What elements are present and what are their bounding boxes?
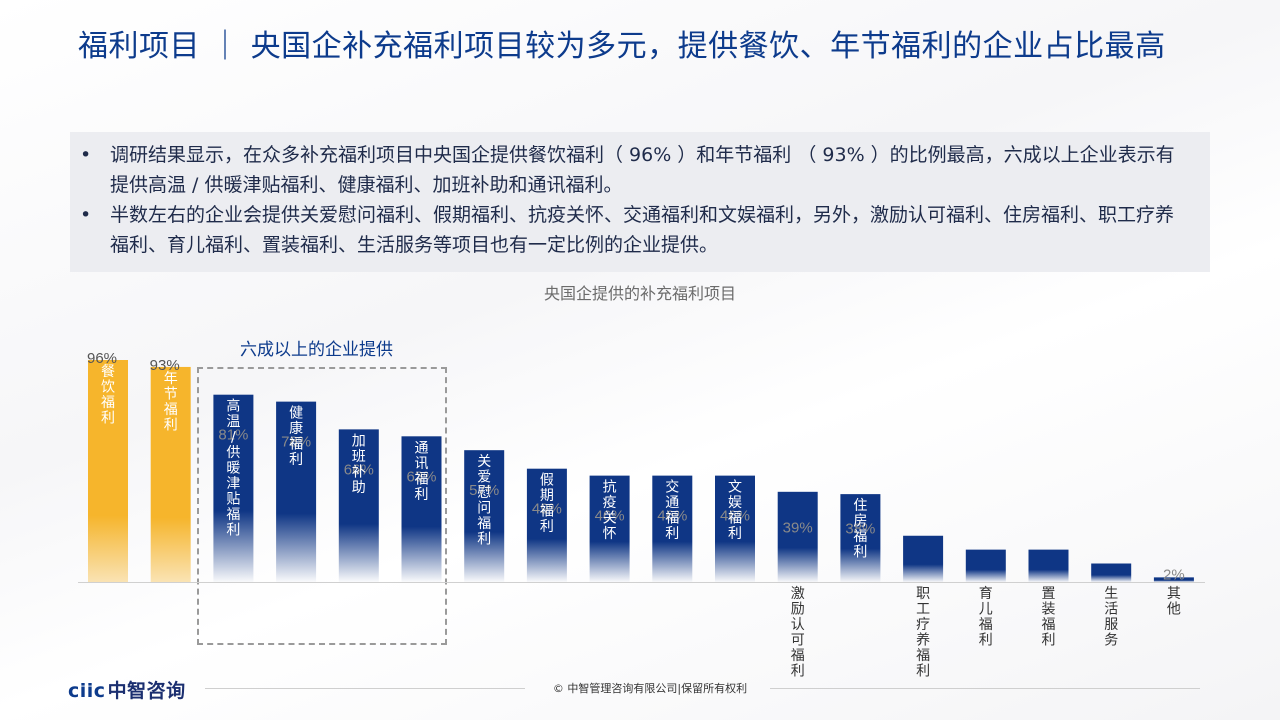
bar-11 — [715, 475, 755, 582]
value-label: 96% — [87, 350, 117, 367]
value-label: 2% — [1163, 566, 1185, 583]
category-label: 抗疫关怀 — [603, 480, 617, 543]
value-label: 39% — [783, 519, 813, 536]
category-label: 关爱慰问福利 — [477, 454, 491, 548]
group-highlight-box — [197, 367, 447, 645]
footer-divider-left — [205, 688, 525, 689]
category-label: 其他 — [1167, 586, 1181, 618]
group-label: 六成以上的企业提供 — [240, 340, 393, 360]
bar-4 — [276, 401, 317, 582]
bar-14 — [903, 535, 944, 582]
value-label: 63% — [406, 468, 436, 485]
category-label: 激励认可福利 — [791, 585, 805, 680]
bar-17 — [1091, 563, 1132, 582]
bar-9 — [589, 475, 630, 582]
page-title: 福利项目 ｜ 央国企补充福利项目较为多元，提供餐饮、年节福利的企业占比最高 — [78, 29, 1166, 64]
bar-10 — [652, 475, 693, 582]
category-label: 通讯福利 — [415, 440, 429, 503]
copyright-text: © 中智管理咨询有限公司|保留所有权利 — [552, 682, 748, 695]
value-label: 38% — [845, 521, 875, 538]
bar-3 — [213, 394, 254, 582]
logo-cn: 中智咨询 — [107, 680, 186, 702]
category-label: 健康福利 — [289, 406, 303, 469]
bullet-icon: • — [80, 204, 92, 226]
summary-item: • 调研结果显示，在众多补充福利项目中央国企提供餐饮福利（ 96% ）和年节福利… — [80, 140, 1190, 200]
category-label: 住房福利 — [853, 498, 867, 561]
bar-6 — [401, 436, 442, 582]
summary-box: • 调研结果显示，在众多补充福利项目中央国企提供餐饮福利（ 96% ）和年节福利… — [70, 132, 1210, 272]
footer-divider-right — [770, 688, 1200, 689]
value-label: 78% — [281, 434, 311, 451]
bar-13 — [840, 494, 881, 582]
logo-latin: ciic — [68, 680, 106, 702]
value-label: 57% — [469, 482, 499, 499]
company-logo: ciic 中智咨询 — [68, 676, 186, 703]
category-label: 高温/供暖津贴福利 — [226, 398, 240, 539]
category-label: 育儿福利 — [979, 586, 993, 649]
chart-title: 央国企提供的补充福利项目 — [543, 284, 736, 303]
bar-15 — [965, 549, 1006, 582]
value-label: 81% — [218, 427, 248, 444]
category-label: 置装福利 — [1042, 586, 1056, 649]
bar-12 — [777, 491, 818, 582]
category-label: 生活服务 — [1104, 586, 1118, 649]
bar-1 — [88, 360, 128, 582]
value-label: 46% — [595, 508, 625, 525]
category-label: 餐饮福利 — [101, 364, 115, 427]
category-label: 职工疗养福利 — [916, 586, 930, 680]
bar-16 — [1028, 549, 1069, 582]
summary-item: • 半数左右的企业会提供关爱慰问福利、假期福利、抗疫关怀、交通福利和文娱福利，另… — [80, 200, 1190, 260]
bullet-icon: • — [80, 144, 92, 166]
summary-text-2: 半数左右的企业会提供关爱慰问福利、假期福利、抗疫关怀、交通福利和文娱福利，另外，… — [110, 204, 1175, 256]
bar-7 — [464, 450, 505, 582]
category-label: 交通福利 — [665, 479, 679, 543]
category-label: 假期福利 — [540, 473, 554, 536]
category-label: 加班补助 — [352, 433, 366, 496]
summary-text-1: 调研结果显示，在众多补充福利项目中央国企提供餐饮福利（ 96% ）和年节福利 （… — [110, 144, 1175, 196]
bar-8 — [526, 468, 567, 582]
category-label: 年节福利 — [164, 371, 178, 434]
bar-18 — [1153, 577, 1194, 582]
bar-2 — [150, 366, 191, 582]
category-label: 文娱福利 — [728, 480, 742, 543]
value-label: 93% — [150, 357, 180, 374]
value-label: 46% — [720, 508, 750, 525]
value-label: 66% — [344, 461, 374, 478]
value-label: 46% — [657, 508, 687, 525]
value-label: 49% — [532, 501, 562, 518]
bar-5 — [338, 429, 379, 582]
